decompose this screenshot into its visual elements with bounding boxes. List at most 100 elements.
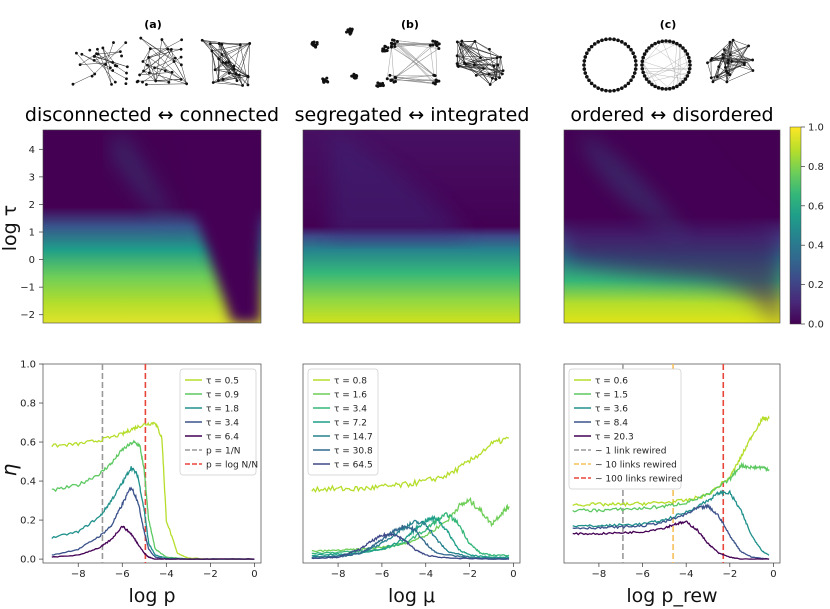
panel-label-b: (b) [401,18,419,31]
legend-label: τ = 14.7 [334,433,373,443]
heatmap-ylabel: log τ [0,205,21,251]
heatmap-ytick-label: −2 [20,310,35,321]
heatmap-a [43,130,261,323]
panel-label-a: (a) [144,18,161,31]
colorbar-tick-label: 0.0 [808,320,824,331]
legend: τ = 0.6 τ = 1.5 τ = 3.6 τ = 8.4 τ = 20.3 ~ 1 … [568,368,683,490]
heatmap-ytick-label: 4 [29,145,35,156]
xtick-label: −2 [722,569,737,580]
ytick-label: 0.0 [20,555,36,566]
xtick-label: −4 [159,569,174,580]
series-line [572,461,770,513]
series-line [572,489,770,556]
ytick-label: 0.8 [20,399,36,410]
network-illustrations [71,27,755,93]
xtick-label: −2 [203,569,218,580]
series-line [51,525,255,560]
heatmap-ytick-label: 2 [29,200,35,211]
plot-xlabel: log μ [388,585,435,607]
panel-subtitle-b: segregated ↔ integrated [295,104,530,126]
ytick-label: 0.2 [20,516,36,527]
legend-label: τ = 0.9 [206,391,239,401]
colorbar-tick-label: 0.6 [808,201,824,212]
legend-label: τ = 6.4 [206,433,239,443]
legend-label: p = 1/N [206,447,240,457]
ring-network-random [706,38,755,84]
random-network-dense [200,38,252,87]
legend-label: τ = 30.8 [334,447,373,457]
ring-network-ordered [582,37,638,93]
legend-label: ~ 100 links rewired [595,475,683,485]
modular-network-mixed [385,38,441,86]
heatmap-a-frame [42,129,262,324]
random-network-sparse [71,41,129,86]
series-line [311,436,510,494]
heatmap-c-frame [563,129,781,324]
legend-label: ~ 10 links rewired [595,461,677,471]
xtick-label: −6 [115,569,130,580]
ytick-label: 0.4 [20,477,36,488]
xtick-label: −4 [418,569,433,580]
heatmap-b [303,130,520,323]
xtick-label: 0 [770,569,776,580]
legend-label: τ = 0.6 [595,377,628,387]
line-plot-a: −8 −6 −4 −2 0 0.0 0.2 0.4 0.6 0.8 1.0 η log p τ = 0.5… [0,360,262,607]
xtick-label: −8 [592,569,607,580]
heatmap-b-frame [302,129,521,324]
panel-subtitle-c: ordered ↔ disordered [570,104,773,126]
panel-subtitle-a: disconnected ↔ connected [25,104,279,126]
heatmap-ytick-label: −1 [20,283,35,294]
modular-network-integrated [455,39,505,86]
series-line [572,415,770,508]
colorbar [789,126,802,325]
heatmap-ytick-label: 0 [29,255,35,266]
legend-label: τ = 3.4 [334,405,367,415]
legend-label: τ = 3.4 [206,419,239,429]
series-line [572,520,770,560]
colorbar-ticks: 0.0 0.2 0.4 0.6 0.8 1.0 [801,123,824,331]
legend-box [568,368,682,490]
legend-label: p = log N/N [206,461,258,471]
ytick-label: 1.0 [20,360,36,371]
plot-xlabel: log p [128,585,175,607]
legend-label: τ = 0.8 [334,377,367,387]
series-line [311,531,510,560]
heatmap-c [564,130,780,323]
heatmap-y-axis: 4 3 2 1 0 −1 −2 log τ [0,145,43,321]
xtick-label: −8 [331,569,346,580]
panel-label-c: (c) [660,18,677,31]
xtick-label: 0 [510,569,516,580]
legend-label: τ = 1.6 [334,391,367,401]
series-line [572,503,770,560]
xtick-label: −2 [462,569,477,580]
legend-label: τ = 64.5 [334,461,373,471]
legend-label: τ = 8.4 [595,419,628,429]
legend-label: τ = 1.5 [595,391,628,401]
modular-network-segregated [310,27,390,88]
ring-network-rewired [640,39,692,91]
xtick-label: −6 [635,569,650,580]
colorbar-tick-label: 0.4 [808,241,824,252]
ytick-label: 0.6 [20,438,36,449]
colorbar-tick-label: 0.8 [808,162,824,173]
series-line [311,512,510,557]
heatmap-ytick-label: 1 [29,228,35,239]
xtick-label: −4 [679,569,694,580]
xtick-label: −8 [71,569,86,580]
random-network-medium [135,36,189,86]
colorbar-tick-label: 1.0 [808,123,824,134]
legend: τ = 0.5 τ = 0.9 τ = 1.8 τ = 3.4 τ = 6.4 p = 1… [179,368,258,476]
legend-box [307,368,379,476]
legend-label: τ = 0.5 [206,377,239,387]
legend-box [179,368,257,476]
legend-label: τ = 7.2 [334,419,367,429]
legend-label: τ = 1.8 [206,405,239,415]
legend: τ = 0.8 τ = 1.6 τ = 3.4 τ = 7.2 τ = 14.7 τ = … [307,368,379,476]
colorbar-tick-label: 0.2 [808,280,824,291]
legend-label: τ = 3.6 [595,405,628,415]
legend-label: τ = 20.3 [595,433,634,443]
xtick-label: −6 [375,569,390,580]
panel-headers: (a) (b) (c) disconnected ↔ connected seg… [25,18,774,126]
legend-label: ~ 1 link rewired [595,447,666,457]
